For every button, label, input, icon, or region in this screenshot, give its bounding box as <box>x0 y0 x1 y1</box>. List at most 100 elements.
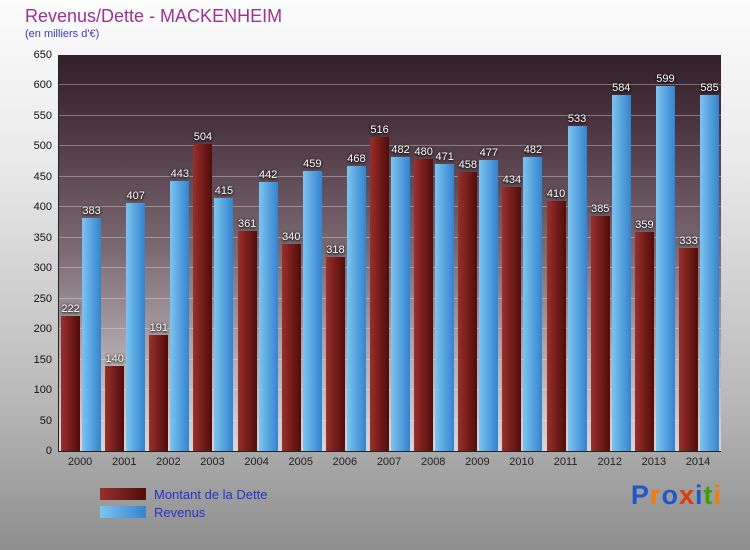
bar-value-label: 407 <box>126 190 145 203</box>
gridline <box>59 389 721 391</box>
bar-dette: 140 <box>105 353 125 451</box>
gridline <box>59 419 721 421</box>
bar-group-2005: 340 459 <box>280 55 324 451</box>
bar-value-label: 533 <box>567 113 587 126</box>
bar-group-2001: 140 407 <box>103 55 147 451</box>
bar-dette: 359 <box>634 219 654 451</box>
bar-dette: 340 <box>281 231 301 451</box>
bar-dette: 516 <box>370 124 390 451</box>
y-tick-label: 200 <box>33 323 52 336</box>
bar-value-label: 459 <box>303 158 322 171</box>
bar-revenus: 482 <box>523 144 543 451</box>
x-axis: 2000 2001 2002 2003 2004 2005 2006 2007 2008 2009… <box>58 456 720 468</box>
logo-letter: x <box>678 480 695 510</box>
gridline <box>59 328 721 330</box>
x-tick-label: 2009 <box>465 456 490 468</box>
gridline <box>59 54 721 55</box>
gridline <box>59 114 721 116</box>
legend-label-revenus: Revenus <box>154 504 206 520</box>
gridline <box>59 267 721 269</box>
bar-group-2000: 222 383 <box>59 55 103 451</box>
bar-value-label: 333 <box>679 235 698 248</box>
bar-revenus: 407 <box>126 190 146 451</box>
gridline <box>59 145 721 147</box>
bar-value-label: 222 <box>61 302 80 315</box>
gridline <box>59 236 721 238</box>
legend-label-dette: Montant de la Dette <box>154 486 268 502</box>
logo-letter: P <box>630 480 650 510</box>
bar-value-label: 585 <box>700 81 719 94</box>
bar-group-2010: 434 482 <box>500 55 544 451</box>
bar-value-label: 504 <box>193 130 213 143</box>
y-tick-label: 50 <box>39 414 52 427</box>
x-tick-label: 2008 <box>420 456 446 468</box>
x-tick-label: 2011 <box>553 456 578 468</box>
bar-value-label: 340 <box>282 230 301 243</box>
logo-letter: i <box>713 480 722 510</box>
logo-letter: o <box>661 480 679 510</box>
bar-value-label: 385 <box>591 203 610 216</box>
y-tick-label: 150 <box>33 353 52 366</box>
bar-dette: 385 <box>590 203 610 451</box>
y-tick-label: 600 <box>33 79 52 92</box>
bar-revenus: 471 <box>435 151 455 451</box>
x-tick-label: 2000 <box>67 456 93 468</box>
logo-letter: t <box>703 480 714 510</box>
bar-revenus: 477 <box>479 147 499 451</box>
bar-value-label: 482 <box>523 144 543 157</box>
y-tick-label: 650 <box>33 49 52 61</box>
bar-group-2013: 359 599 <box>633 55 677 451</box>
y-tick-label: 550 <box>33 109 52 122</box>
x-tick-label: 2004 <box>244 456 269 468</box>
bar-revenus: 383 <box>82 205 102 451</box>
x-tick-label: 2005 <box>288 456 314 468</box>
bar-group-2008: 480 471 <box>412 55 456 451</box>
bar-dette: 458 <box>458 159 478 451</box>
bar-revenus: 442 <box>258 169 278 451</box>
y-tick-label: 500 <box>33 140 52 153</box>
bar-group-2003: 504 415 <box>191 55 235 451</box>
bar-revenus: 443 <box>170 168 190 451</box>
gridline <box>59 84 721 86</box>
y-tick-label: 450 <box>33 170 52 183</box>
logo-letter: i <box>694 480 704 510</box>
bar-value-label: 482 <box>391 144 410 157</box>
bar-group-2002: 191 443 <box>147 55 191 451</box>
x-tick-label: 2002 <box>156 456 181 468</box>
x-tick-label: 2006 <box>332 456 358 468</box>
bar-value-label: 361 <box>237 218 257 231</box>
bar-value-label: 140 <box>105 352 124 365</box>
bar-dette: 410 <box>546 188 566 451</box>
bar-value-label: 471 <box>435 151 454 164</box>
bar-group-2011: 410 533 <box>545 55 589 451</box>
bar-value-label: 480 <box>414 145 433 158</box>
legend-item-revenus: Revenus <box>100 504 267 520</box>
bar-value-label: 434 <box>502 173 522 186</box>
bar-value-label: 599 <box>656 73 675 86</box>
x-tick-label: 2003 <box>200 456 225 468</box>
legend: Montant de la Dette Revenus <box>100 486 267 522</box>
plot-area: 222 383 140 407 191 443 504 415 361 442 340 459 318 4… <box>58 54 721 452</box>
y-tick-label: 300 <box>33 262 52 275</box>
chart-title: Revenus/Dette - MACKENHEIM <box>25 6 283 26</box>
bar-series-container: 222 383 140 407 191 443 504 415 361 442 340 459 318 4… <box>59 55 721 451</box>
bar-group-2006: 318 468 <box>324 55 368 451</box>
bar-dette: 191 <box>149 322 169 451</box>
bar-value-label: 468 <box>347 152 366 165</box>
bar-revenus: 459 <box>302 158 322 451</box>
bar-revenus: 482 <box>391 144 411 451</box>
bar-value-label: 516 <box>370 123 389 136</box>
bar-value-label: 410 <box>546 188 566 201</box>
legend-swatch-revenus <box>100 506 146 518</box>
bar-value-label: 477 <box>479 147 499 160</box>
logo-letter: r <box>649 480 662 510</box>
x-tick-label: 2001 <box>111 456 137 468</box>
bar-group-2007: 516 482 <box>368 55 412 451</box>
bar-value-label: 191 <box>149 321 169 334</box>
x-tick-label: 2007 <box>376 456 402 468</box>
bar-value-label: 318 <box>326 244 345 257</box>
y-tick-label: 0 <box>45 445 52 457</box>
bar-revenus: 415 <box>214 185 234 451</box>
bar-value-label: 584 <box>612 82 631 95</box>
